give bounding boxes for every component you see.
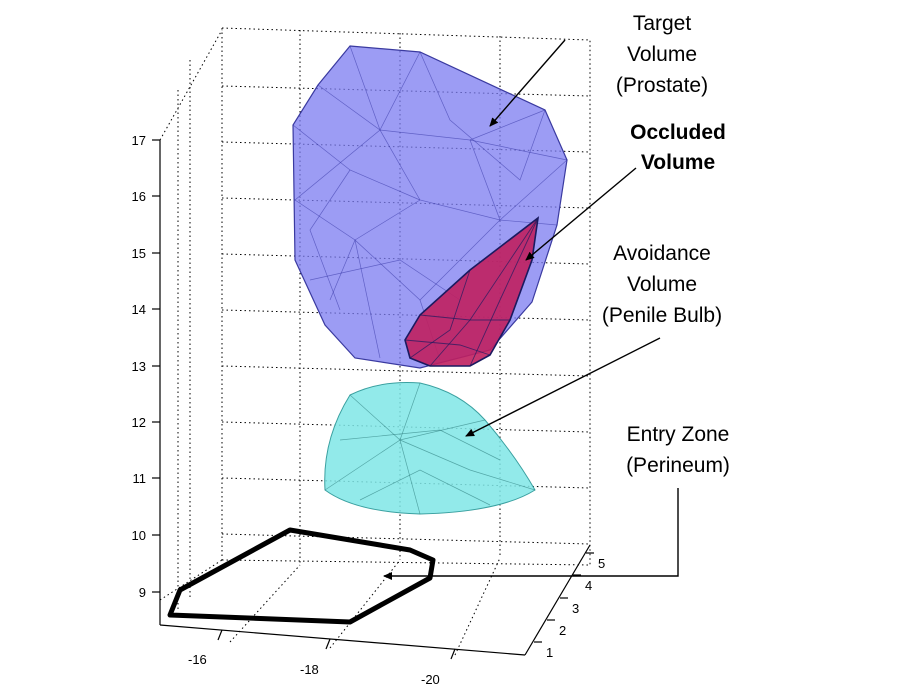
avoidance-label-line: Avoidance — [613, 242, 711, 265]
avoidance-label-line: Volume — [627, 273, 697, 296]
occluded-arrow — [525, 167, 637, 261]
entry-label-line: (Perineum) — [626, 454, 730, 477]
target-label-line: Target — [633, 12, 692, 35]
target-arrow — [489, 39, 566, 127]
occluded-label-line: Volume — [641, 151, 715, 174]
avoidance-mesh — [324, 382, 536, 515]
entry-zone-perineum — [167, 527, 436, 625]
axes — [152, 139, 594, 660]
z-tick-label: 11 — [133, 471, 147, 486]
occluded-label-line: Occluded — [630, 121, 726, 144]
z-tick-label: 12 — [132, 415, 146, 430]
z-tick-label: 14 — [132, 302, 146, 317]
avoidance-arrow — [465, 337, 661, 437]
target-label-line: Volume — [627, 43, 697, 66]
z-tick-label: 17 — [132, 133, 146, 148]
z-axis-tick-labels: 17 16 15 14 13 12 11 10 9 — [132, 133, 146, 600]
annotation-labels: Target Volume (Prostate) Occluded Volume… — [602, 12, 730, 477]
entry-arrow — [383, 488, 679, 580]
z-tick-label: 16 — [132, 189, 146, 204]
x-tick-label: -20 — [421, 672, 440, 687]
x-tick-label: -18 — [300, 662, 319, 677]
y-axis-tick-labels: 5 4 3 2 1 — [546, 556, 605, 660]
y-tick-label: 5 — [598, 556, 605, 571]
avoidance-volume-penile-bulb — [324, 382, 536, 515]
z-tick-label: 13 — [132, 359, 146, 374]
avoidance-label-line: (Penile Bulb) — [602, 304, 722, 327]
y-tick-label: 1 — [546, 645, 553, 660]
x-tick-label: -16 — [188, 652, 207, 667]
annotation-arrows — [383, 39, 679, 580]
avoidance-volume-shape — [324, 382, 536, 515]
target-label-line: (Prostate) — [616, 74, 708, 97]
z-tick-label: 15 — [132, 246, 146, 261]
y-tick-label: 2 — [559, 623, 566, 638]
z-tick-label: 9 — [139, 585, 146, 600]
y-tick-label: 3 — [572, 601, 579, 616]
entry-label-line: Entry Zone — [627, 423, 730, 446]
z-tick-label: 10 — [132, 528, 146, 543]
entry-zone-outline — [167, 527, 436, 625]
y-tick-label: 4 — [585, 578, 592, 593]
occluded-mesh — [404, 217, 539, 367]
occluded-volume — [404, 216, 540, 367]
x-axis-tick-labels: -16 -18 -20 — [188, 652, 440, 687]
